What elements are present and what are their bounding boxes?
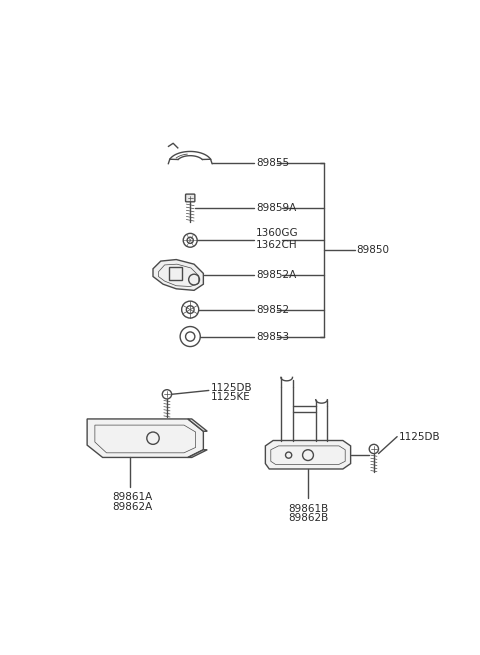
- Polygon shape: [188, 450, 207, 457]
- Text: 89859A: 89859A: [256, 203, 296, 213]
- Text: 1125DB: 1125DB: [399, 432, 440, 441]
- Text: 89861A: 89861A: [113, 493, 153, 502]
- Text: 89862A: 89862A: [113, 502, 153, 512]
- Text: 89855: 89855: [256, 159, 289, 168]
- Text: 1125DB: 1125DB: [210, 383, 252, 393]
- Text: 89852: 89852: [256, 305, 289, 314]
- Text: 89850: 89850: [356, 245, 389, 255]
- Text: 1360GG
1362CH: 1360GG 1362CH: [256, 228, 299, 250]
- FancyBboxPatch shape: [186, 194, 195, 202]
- Text: 89861B: 89861B: [288, 504, 329, 514]
- Polygon shape: [265, 441, 350, 469]
- Polygon shape: [87, 419, 204, 457]
- Text: 1125KE: 1125KE: [210, 392, 250, 402]
- Text: 89852A: 89852A: [256, 270, 296, 280]
- Polygon shape: [188, 419, 207, 431]
- Text: 89853: 89853: [256, 331, 289, 341]
- Polygon shape: [153, 259, 204, 290]
- Text: 89862B: 89862B: [288, 514, 329, 523]
